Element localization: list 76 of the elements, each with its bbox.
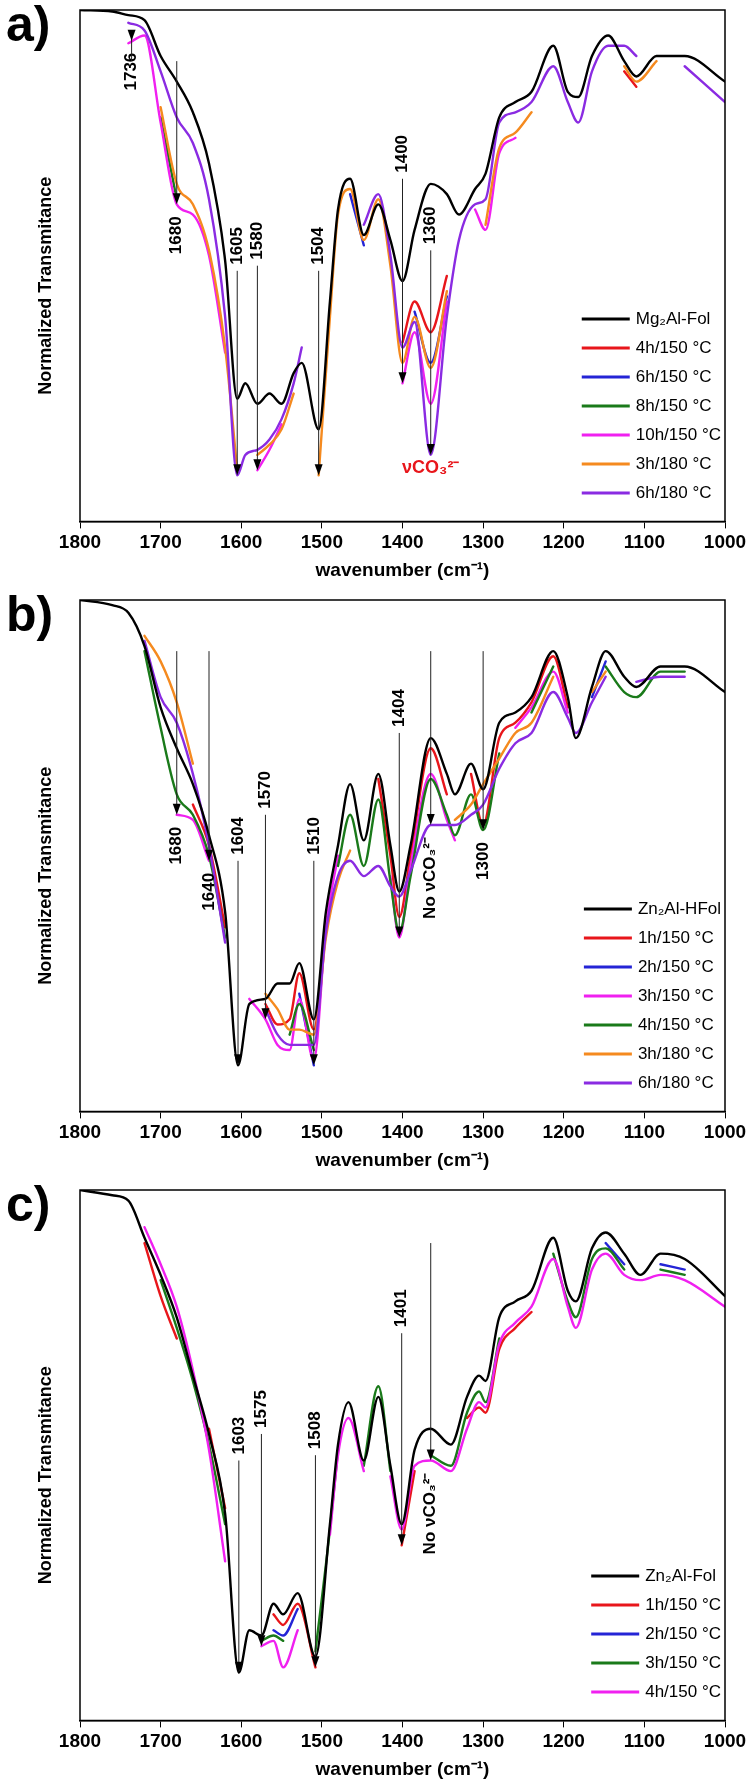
legend-label: 8h/150 °C — [635, 395, 712, 415]
x-tick-label: 1300 — [461, 531, 505, 553]
x-tick-label: 1700 — [139, 1121, 182, 1143]
legend-label: 6h/180 °C — [637, 1072, 714, 1092]
x-tick-label: 1000 — [703, 1121, 747, 1143]
x-tick-label: 1600 — [220, 531, 263, 553]
legend-label: 3h/180 °C — [637, 1043, 714, 1063]
x-tick-label: 1400 — [381, 1121, 424, 1143]
legend-label: Mg₂Al-Fol — [635, 308, 711, 328]
annotation: 1400 — [392, 134, 412, 173]
x-tick-label: 1400 — [381, 1730, 424, 1752]
x-tick-label: 1300 — [461, 1121, 505, 1143]
y-axis-title: Normalized Transmitance — [34, 766, 55, 985]
legend-label: 6h/150 °C — [635, 366, 712, 386]
x-tick-label: 1800 — [58, 1121, 102, 1143]
x-axis-title: wavenumber (cm⁻¹) — [314, 1757, 490, 1779]
legend-label: 4h/150 °C — [635, 337, 712, 357]
legend-label: 3h/150 °C — [637, 985, 714, 1005]
annotation: 1680 — [166, 826, 186, 865]
annotation: 1570 — [255, 770, 275, 809]
annotation: No νCO₃²⁻ — [420, 1472, 440, 1555]
legend-label: 3h/150 °C — [645, 1652, 721, 1672]
annotation: 1640 — [198, 872, 218, 911]
legend-label: 4h/150 °C — [637, 1014, 714, 1034]
annotation: 1300 — [472, 842, 492, 880]
x-tick-label: 1300 — [461, 1730, 505, 1752]
x-tick-label: 1500 — [300, 1121, 344, 1143]
annotation: 1360 — [420, 206, 440, 245]
chart-title: b) — [6, 585, 54, 642]
annotation: 1580 — [247, 221, 267, 260]
x-tick-label: 1700 — [139, 1730, 182, 1752]
x-tick-label: 1500 — [300, 1730, 344, 1752]
x-tick-label: 1700 — [139, 531, 182, 553]
x-tick-label: 1200 — [542, 531, 585, 553]
x-tick-label: 1200 — [542, 1121, 585, 1143]
x-tick-label: 1600 — [220, 1730, 263, 1752]
y-axis-title: Normalized Transmitance — [34, 1366, 55, 1585]
legend-label: 6h/180 °C — [635, 482, 712, 502]
x-tick-label: 1000 — [703, 531, 747, 553]
annotation: 1504 — [308, 226, 328, 265]
legend-label: 4h/150 °C — [645, 1681, 721, 1701]
x-tick-label: 1100 — [623, 1730, 665, 1752]
legend-label: Zn₂Al-Fol — [645, 1565, 717, 1585]
x-tick-label: 1800 — [58, 1730, 102, 1752]
chart-title: c) — [6, 1175, 51, 1232]
x-tick-label: 1500 — [300, 531, 344, 553]
x-tick-label: 1600 — [220, 1121, 263, 1143]
annotation: 1401 — [391, 1289, 411, 1328]
legend-label: 1h/150 °C — [645, 1594, 721, 1614]
annotation: 1736 — [121, 52, 141, 91]
chart-title: a) — [6, 0, 51, 52]
annotation: No νCO₃²⁻ — [420, 837, 440, 919]
x-tick-label: 1400 — [381, 531, 424, 553]
x-tick-label: 1000 — [703, 1730, 747, 1752]
annotation: 1508 — [305, 1411, 325, 1450]
annotation: 1604 — [227, 816, 247, 855]
annotation: 1404 — [388, 688, 408, 727]
x-tick-label: 1100 — [623, 1121, 665, 1143]
legend-label: 10h/150 °C — [635, 424, 721, 444]
y-axis-title: Normalized Transmitance — [34, 176, 55, 395]
legend-label: Zn₂Al-HFol — [637, 898, 721, 918]
annotation: 1605 — [226, 226, 246, 265]
annotation: 1575 — [251, 1390, 271, 1428]
x-tick-label: 1800 — [58, 531, 102, 553]
x-axis-title: wavenumber (cm⁻¹) — [314, 1148, 490, 1170]
x-tick-label: 1100 — [623, 531, 665, 553]
annotation: 1510 — [303, 816, 323, 855]
annotation: 1680 — [166, 216, 186, 255]
annotation: νCO₃²⁻ — [402, 456, 460, 477]
legend-label: 3h/180 °C — [635, 453, 712, 473]
x-axis-title: wavenumber (cm⁻¹) — [314, 558, 490, 580]
legend-label: 2h/150 °C — [645, 1623, 721, 1643]
annotation: 1603 — [228, 1416, 248, 1455]
x-tick-label: 1200 — [542, 1730, 585, 1752]
legend-label: 1h/150 °C — [637, 927, 714, 947]
legend-label: 2h/150 °C — [637, 956, 714, 976]
